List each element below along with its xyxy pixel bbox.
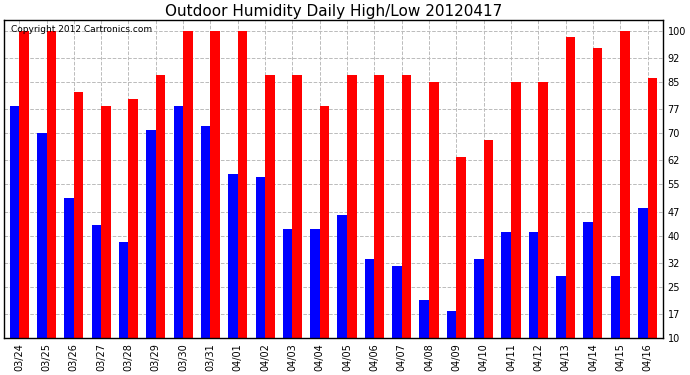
Bar: [502, 232, 511, 338]
Bar: [556, 276, 566, 338]
Bar: [101, 106, 110, 338]
Bar: [238, 31, 247, 338]
Bar: [19, 31, 29, 338]
Bar: [538, 82, 548, 338]
Bar: [74, 92, 83, 338]
Bar: [201, 126, 210, 338]
Bar: [46, 31, 56, 338]
Bar: [293, 75, 302, 338]
Bar: [156, 75, 166, 338]
Bar: [446, 310, 456, 338]
Bar: [593, 48, 602, 338]
Bar: [484, 140, 493, 338]
Bar: [174, 106, 183, 338]
Bar: [402, 75, 411, 338]
Bar: [337, 215, 347, 338]
Bar: [283, 229, 293, 338]
Bar: [255, 177, 265, 338]
Bar: [128, 99, 138, 338]
Bar: [183, 31, 193, 338]
Bar: [648, 78, 657, 338]
Bar: [529, 232, 538, 338]
Bar: [64, 198, 74, 338]
Bar: [119, 242, 128, 338]
Bar: [583, 222, 593, 338]
Bar: [210, 31, 220, 338]
Bar: [566, 38, 575, 338]
Bar: [37, 133, 46, 338]
Bar: [474, 260, 484, 338]
Bar: [319, 106, 329, 338]
Bar: [347, 75, 357, 338]
Bar: [392, 266, 402, 338]
Title: Outdoor Humidity Daily High/Low 20120417: Outdoor Humidity Daily High/Low 20120417: [165, 4, 502, 19]
Bar: [228, 174, 238, 338]
Bar: [511, 82, 520, 338]
Bar: [265, 75, 275, 338]
Bar: [310, 229, 319, 338]
Bar: [456, 157, 466, 338]
Bar: [429, 82, 439, 338]
Bar: [375, 75, 384, 338]
Bar: [10, 106, 19, 338]
Bar: [365, 260, 375, 338]
Bar: [420, 300, 429, 338]
Bar: [611, 276, 620, 338]
Bar: [638, 208, 648, 338]
Text: Copyright 2012 Cartronics.com: Copyright 2012 Cartronics.com: [11, 25, 152, 34]
Bar: [92, 225, 101, 338]
Bar: [146, 130, 156, 338]
Bar: [620, 31, 630, 338]
